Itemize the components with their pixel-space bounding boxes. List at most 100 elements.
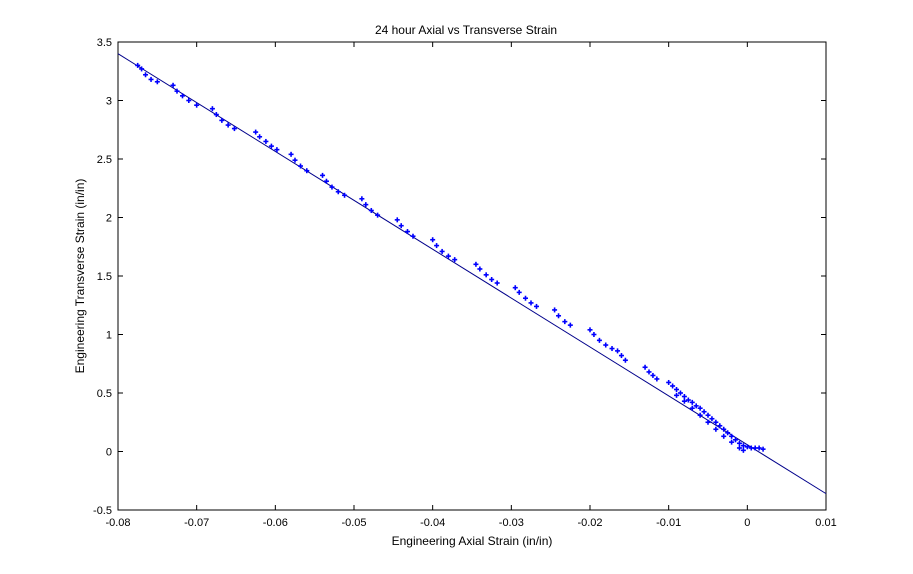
data-point [359, 196, 365, 202]
data-point [445, 253, 451, 259]
data-point [335, 189, 341, 195]
y-tick-label: -0.5 [93, 505, 112, 517]
data-point [170, 82, 176, 88]
x-tick-label: -0.03 [499, 517, 524, 529]
data-point [705, 419, 711, 425]
data-point [562, 319, 568, 325]
data-point [609, 346, 615, 352]
data-point [756, 445, 762, 451]
data-point [494, 280, 500, 286]
data-point [257, 134, 263, 140]
data-point [323, 178, 329, 184]
data-point [209, 106, 215, 112]
x-tick-label: -0.08 [105, 517, 130, 529]
data-point [733, 437, 739, 443]
x-tick-label: -0.06 [263, 517, 288, 529]
data-point [666, 379, 672, 385]
y-tick-label: 1.5 [97, 271, 112, 283]
data-point [729, 433, 735, 439]
data-point [398, 223, 404, 229]
data-point [342, 192, 348, 198]
data-point [483, 272, 489, 278]
data-point [410, 233, 416, 239]
x-tick-label: 0.01 [815, 517, 836, 529]
data-point [646, 369, 652, 375]
data-point [744, 444, 750, 450]
x-axis-ticks: -0.08 -0.07 -0.06 -0.05 -0.04 -0.03 -0.02 -0.01… [105, 42, 837, 529]
data-markers [135, 62, 766, 453]
data-point [148, 76, 154, 82]
data-point [681, 394, 687, 400]
data-point [721, 426, 727, 432]
data-point [760, 446, 766, 452]
data-point [591, 332, 597, 337]
data-point [363, 202, 369, 208]
data-point [329, 184, 335, 190]
data-point [288, 151, 294, 157]
y-tick-label: 2.5 [97, 154, 112, 166]
data-point [689, 405, 695, 411]
data-point [186, 98, 192, 103]
data-point [534, 303, 540, 309]
data-point [713, 419, 719, 425]
y-tick-label: 2 [106, 213, 112, 225]
data-point [304, 168, 310, 174]
x-tick-label: -0.01 [656, 517, 681, 529]
data-point [231, 126, 237, 132]
data-point [404, 229, 410, 235]
data-point [685, 397, 691, 403]
data-point [512, 285, 518, 291]
x-tick-label: -0.04 [420, 517, 445, 529]
data-point [674, 392, 680, 398]
data-point [213, 112, 219, 118]
data-point [180, 93, 186, 99]
y-tick-label: 3.5 [97, 37, 112, 49]
data-point [452, 257, 458, 263]
data-point [725, 430, 731, 436]
data-point [721, 433, 727, 439]
data-point [705, 412, 711, 418]
data-point [713, 426, 719, 432]
data-point [298, 163, 304, 169]
data-point [618, 353, 624, 359]
x-axis-title: Engineering Axial Strain (in/in) [392, 534, 553, 548]
data-point [477, 266, 483, 272]
x-tick-label: -0.07 [184, 517, 209, 529]
data-point [677, 390, 683, 396]
data-point [320, 172, 326, 178]
data-point [697, 405, 703, 411]
data-point [439, 248, 445, 254]
data-point [274, 147, 280, 153]
data-point [729, 439, 735, 445]
data-point [622, 357, 628, 363]
y-axis-ticks: -0.5 0 0.5 1 1.5 2 2.5 3 3.5 [93, 37, 826, 517]
data-point [603, 342, 609, 348]
data-point [489, 277, 495, 283]
data-point [516, 289, 522, 295]
data-point [528, 300, 534, 306]
x-tick-label: 0 [744, 517, 750, 529]
data-point [681, 398, 687, 404]
y-tick-label: 3 [106, 96, 112, 108]
plot-frame [117, 41, 827, 511]
data-point [654, 376, 660, 382]
data-point [697, 412, 703, 418]
data-point [670, 383, 676, 389]
data-point [736, 440, 742, 446]
data-point [154, 79, 160, 85]
data-point [268, 143, 274, 149]
data-point [434, 243, 440, 249]
data-point [650, 372, 656, 378]
data-point [225, 122, 231, 128]
data-point [736, 445, 742, 451]
data-point [473, 261, 479, 267]
data-point [740, 447, 746, 453]
data-point [693, 403, 699, 409]
data-point [430, 237, 436, 243]
data-point [552, 307, 558, 313]
data-point [139, 66, 145, 72]
y-axis-title: Engineering Transverse Strain (in/in) [73, 179, 87, 374]
data-point [689, 399, 695, 405]
data-point [219, 117, 225, 123]
